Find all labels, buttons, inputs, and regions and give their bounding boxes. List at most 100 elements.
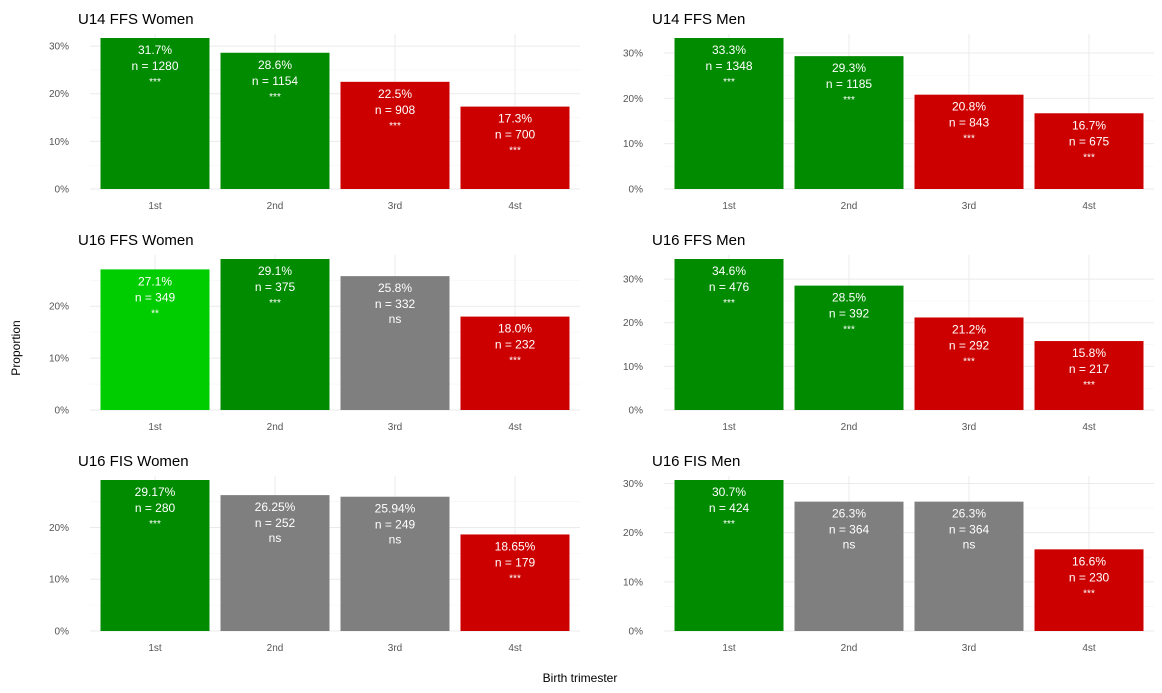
x-tick-label: 4st: [1082, 422, 1096, 433]
bar-n-label: n = 700: [495, 128, 536, 142]
bar-percent-label: 33.3%: [712, 43, 746, 57]
y-tick-label: 0%: [629, 627, 644, 638]
x-tick-label: 4st: [508, 422, 522, 433]
y-tick-label: 30%: [623, 48, 643, 59]
bar: [674, 480, 784, 631]
bar-n-label: n = 1280: [131, 59, 178, 73]
bar-n-label: n = 349: [135, 290, 176, 304]
bar-percent-label: 20.8%: [952, 100, 986, 114]
bar-n-label: n = 1185: [826, 77, 872, 91]
bar-percent-label: 29.3%: [832, 61, 866, 75]
bar-n-label: n = 230: [1069, 570, 1110, 584]
panel-title: U16 FFS Women: [78, 232, 194, 249]
bar-percent-label: 15.8%: [1072, 346, 1106, 360]
bar-n-label: n = 252: [255, 516, 296, 530]
bar: [674, 38, 784, 189]
x-tick-label: 3rd: [962, 422, 976, 433]
panel-5: U16 FIS Women 0% 10% 20% 29.17% n = 280 *** 1st…: [49, 453, 580, 654]
bar: [100, 269, 210, 410]
y-tick-label: 0%: [55, 627, 70, 638]
bar-significance-label: ***: [723, 519, 735, 530]
bar-significance-label: ns: [389, 533, 402, 547]
panel-title: U16 FFS Men: [652, 232, 745, 249]
bar-percent-label: 21.2%: [952, 322, 986, 336]
y-tick-label: 0%: [55, 406, 70, 417]
y-tick-label: 0%: [629, 185, 644, 196]
bar-significance-label: ***: [723, 298, 735, 309]
bar-n-label: n = 292: [949, 338, 990, 352]
bar: [794, 285, 904, 410]
panel-1: U14 FFS Women 0% 10% 20% 30% 31.7% n = 1280 ***…: [49, 11, 580, 212]
bar-percent-label: 25.94%: [375, 502, 416, 516]
bar-percent-label: 31.7%: [138, 43, 172, 57]
x-tick-label: 3rd: [388, 201, 402, 212]
x-tick-label: 2nd: [267, 422, 284, 433]
bar: [914, 317, 1024, 410]
bar-significance-label: ***: [269, 298, 281, 309]
bar-percent-label: 22.5%: [378, 87, 412, 101]
x-tick-label: 1st: [722, 422, 736, 433]
x-tick-label: 3rd: [962, 643, 976, 654]
x-tick-label: 4st: [508, 201, 522, 212]
bar: [1034, 113, 1144, 189]
bar-percent-label: 16.7%: [1072, 118, 1106, 132]
y-tick-label: 10%: [623, 577, 643, 588]
bar-significance-label: ***: [149, 519, 161, 530]
x-tick-label: 4st: [508, 643, 522, 654]
y-tick-label: 0%: [629, 406, 644, 417]
bar-percent-label: 28.6%: [258, 58, 292, 72]
bar-n-label: n = 675: [1069, 134, 1110, 148]
bar-n-label: n = 375: [255, 280, 296, 294]
bar-significance-label: ***: [963, 356, 975, 367]
bar-significance-label: ns: [963, 538, 976, 552]
bar-percent-label: 29.1%: [258, 264, 292, 278]
bar: [460, 534, 570, 631]
bar-percent-label: 26.3%: [832, 507, 866, 521]
y-tick-label: 10%: [623, 139, 643, 150]
panel-6: U16 FIS Men 0% 10% 20% 30% 30.7% n = 424 *** 1st…: [623, 453, 1154, 654]
y-axis-title: Proportion: [9, 320, 23, 375]
bar-significance-label: **: [151, 308, 159, 319]
bar-n-label: n = 217: [1069, 362, 1110, 376]
bar-n-label: n = 249: [375, 518, 416, 532]
x-tick-label: 1st: [722, 201, 736, 212]
x-tick-label: 2nd: [841, 422, 858, 433]
bar: [794, 501, 904, 631]
bar-n-label: n = 476: [709, 280, 750, 294]
bar-percent-label: 25.8%: [378, 281, 412, 295]
bar-significance-label: ***: [509, 573, 521, 584]
bar-n-label: n = 908: [375, 103, 416, 117]
x-tick-label: 3rd: [388, 422, 402, 433]
x-tick-label: 1st: [722, 643, 736, 654]
bar-percent-label: 18.0%: [498, 322, 532, 336]
bar: [1034, 549, 1144, 631]
bar-n-label: n = 392: [829, 307, 870, 321]
bar-n-label: n = 179: [495, 555, 536, 569]
bar: [1034, 341, 1144, 410]
bar-n-label: n = 332: [375, 297, 416, 311]
bar-percent-label: 30.7%: [712, 485, 746, 499]
x-tick-label: 2nd: [267, 201, 284, 212]
bar-percent-label: 18.65%: [495, 539, 536, 553]
bar-n-label: n = 1348: [705, 59, 752, 73]
panel-4: U16 FFS Men 0% 10% 20% 30% 34.6% n = 476 *** 1st…: [623, 232, 1154, 433]
panel-3: U16 FFS Women 0% 10% 20% 27.1% n = 349 ** 1st 29…: [49, 232, 580, 433]
panel-title: U16 FIS Women: [78, 453, 189, 470]
y-tick-label: 10%: [49, 575, 69, 586]
bar: [100, 38, 210, 189]
bar-n-label: n = 364: [949, 523, 990, 537]
x-axis-title: Birth trimester: [543, 671, 618, 685]
bar-n-label: n = 364: [829, 523, 870, 537]
bar-n-label: n = 1154: [252, 74, 298, 88]
panel-title: U16 FIS Men: [652, 453, 740, 470]
bar-percent-label: 17.3%: [498, 112, 532, 126]
bar-significance-label: ns: [269, 531, 282, 545]
bar: [460, 106, 570, 189]
bar-significance-label: ***: [389, 121, 401, 132]
bar-significance-label: ***: [149, 77, 161, 88]
bar: [220, 495, 330, 631]
y-tick-label: 20%: [623, 528, 643, 539]
x-tick-label: 2nd: [267, 643, 284, 654]
x-tick-label: 4st: [1082, 201, 1096, 212]
